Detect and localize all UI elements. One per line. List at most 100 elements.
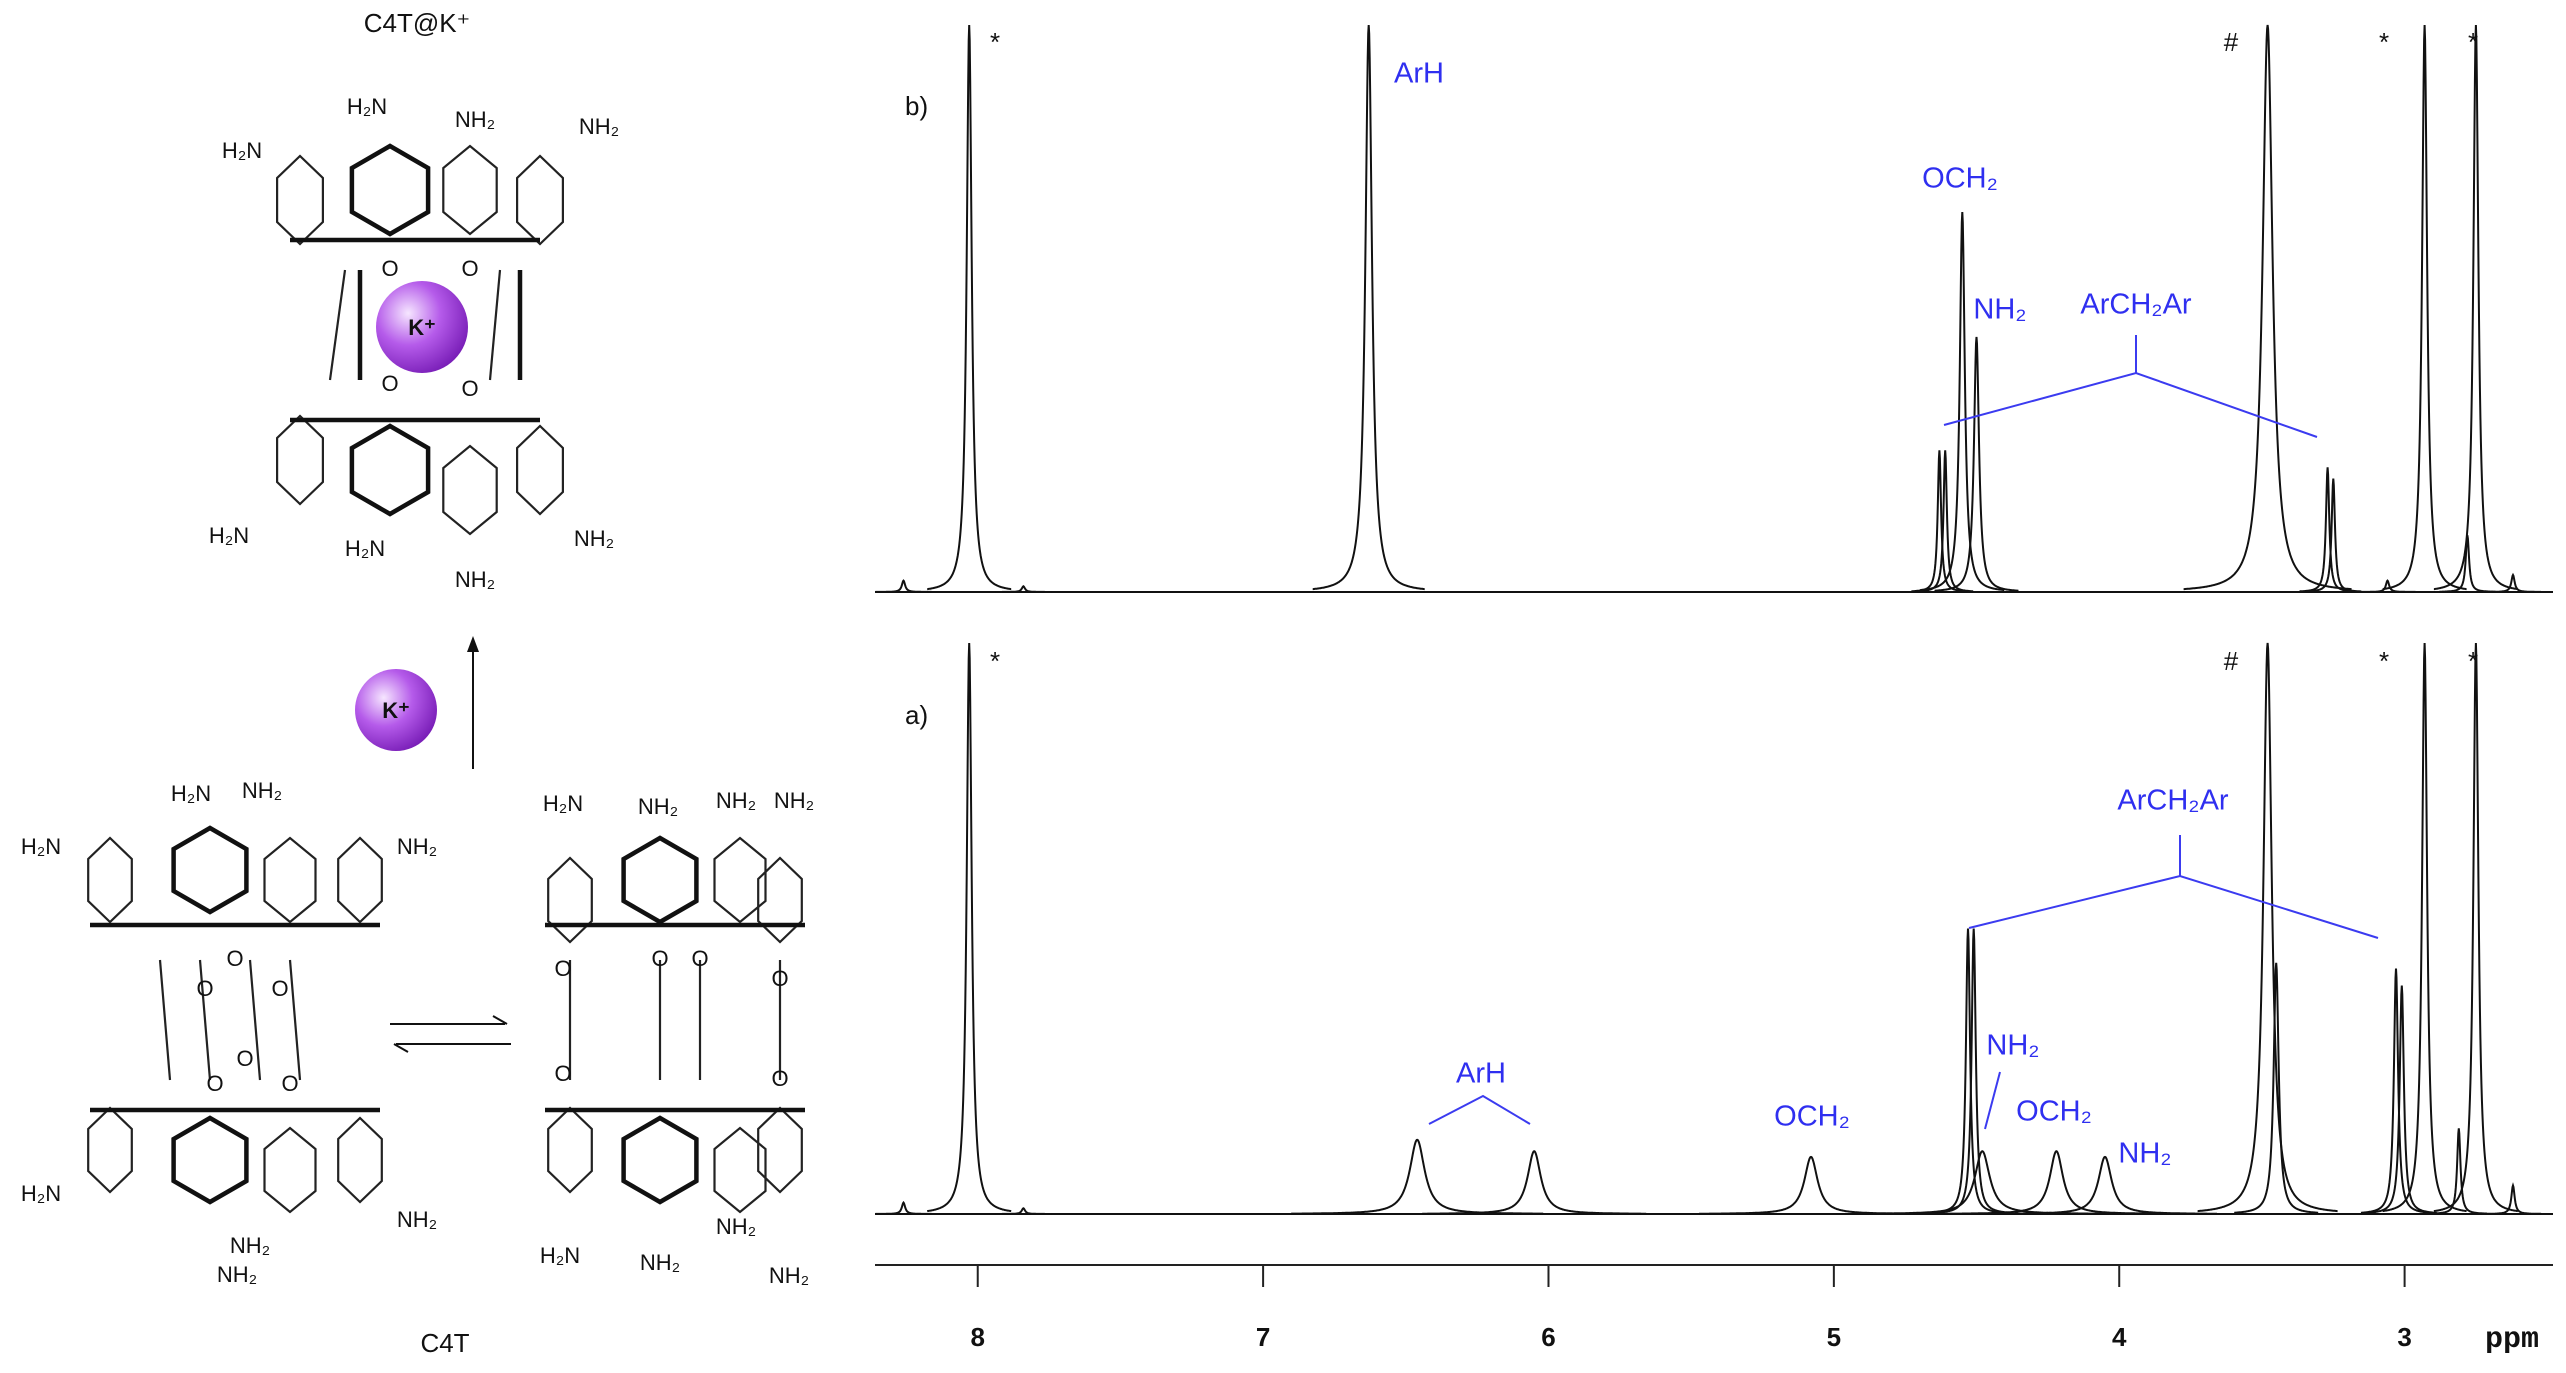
aromatic-ring xyxy=(442,444,498,536)
aromatic-ring xyxy=(263,1126,317,1214)
atom-label: O xyxy=(771,966,788,991)
aromatic-ring xyxy=(349,423,431,517)
peak-annotation: NH₂ xyxy=(1986,1030,2039,1062)
peak xyxy=(2299,467,2356,593)
nmr-spectra: b) * ArH # * * OCH₂ NH₂ ArCH₂Ar a) * # * * ArH OCH₂ NH₂ O… xyxy=(875,24,2553,1357)
atom-label: H₂N xyxy=(209,523,249,548)
x-tick-label: 7 xyxy=(1256,1322,1270,1352)
bond xyxy=(248,959,262,1081)
peak xyxy=(2433,24,2518,591)
atom-label: NH₂ xyxy=(455,107,495,132)
aromatic-ring xyxy=(621,835,699,925)
bond xyxy=(328,269,347,381)
peak xyxy=(2430,1128,2487,1215)
atom-label: NH₂ xyxy=(579,114,619,139)
atom-label: NH₂ xyxy=(242,778,282,803)
bond xyxy=(288,959,302,1081)
peak-annotation: ArH xyxy=(1394,58,1444,90)
x-tick-label: 6 xyxy=(1541,1322,1555,1352)
peak xyxy=(2234,962,2319,1214)
atom-label: O xyxy=(281,1071,298,1096)
peak xyxy=(2360,968,2432,1214)
peak xyxy=(2382,642,2467,1213)
atom-label: O xyxy=(271,976,288,1001)
peak-annotation: * xyxy=(2379,27,2389,57)
peak xyxy=(2484,1182,2542,1215)
peak-annotation: # xyxy=(2224,27,2239,57)
peak xyxy=(995,1207,1052,1215)
atom-label: NH₂ xyxy=(774,788,814,813)
aromatic-ring xyxy=(276,414,324,506)
peak xyxy=(1917,450,1974,593)
atom-label: O xyxy=(236,1046,253,1071)
aromatic-ring xyxy=(547,856,593,944)
peak xyxy=(1920,212,2005,592)
peak xyxy=(2305,478,2362,593)
atom-label: NH₂ xyxy=(716,1214,756,1239)
atom-label: O xyxy=(691,946,708,971)
atom-label: O xyxy=(651,946,668,971)
peak xyxy=(1422,1150,1647,1215)
peak xyxy=(2366,985,2437,1214)
aromatic-ring xyxy=(263,836,317,924)
atom-label: O xyxy=(554,956,571,981)
atom-label: NH₂ xyxy=(769,1263,809,1288)
peak xyxy=(1699,1155,1923,1215)
structure-caption: C4T xyxy=(420,1328,469,1358)
arrow-head xyxy=(467,636,479,652)
aromatic-ring xyxy=(349,143,431,237)
aromatic-ring xyxy=(757,856,803,944)
peak xyxy=(1934,336,2019,592)
aromatic-ring xyxy=(547,1106,593,1194)
peak-annotation: ArH xyxy=(1456,1058,1506,1090)
arrow-head xyxy=(393,1043,409,1053)
atom-label: H₂N xyxy=(21,1181,61,1206)
assignment-bracket xyxy=(1943,371,2318,438)
atom-label: NH₂ xyxy=(455,567,495,592)
aromatic-ring xyxy=(713,836,767,924)
atom-label: H₂N xyxy=(222,138,262,163)
atom-label: NH₂ xyxy=(574,526,614,551)
assignment-bracket xyxy=(1968,874,2379,939)
aromatic-ring xyxy=(757,1106,803,1194)
k-ion-sphere xyxy=(355,669,437,751)
peak xyxy=(1993,1155,2217,1215)
atom-label: O xyxy=(554,1061,571,1086)
peak xyxy=(875,579,932,593)
atom-label: O xyxy=(381,256,398,281)
peak xyxy=(1312,24,1425,591)
ion-label: K⁺ xyxy=(408,315,436,340)
atom-label: H₂N xyxy=(540,1243,580,1268)
peak xyxy=(2359,579,2416,593)
peak xyxy=(927,24,1012,591)
atom-label: NH₂ xyxy=(397,834,437,859)
atom-label: O xyxy=(206,1071,223,1096)
aromatic-ring xyxy=(337,1116,383,1204)
x-tick-label: 3 xyxy=(2397,1322,2411,1352)
atom-label: NH₂ xyxy=(640,1250,680,1275)
arrow-head xyxy=(492,1015,508,1025)
atom-label: O xyxy=(196,976,213,1001)
ion-label: K⁺ xyxy=(382,698,410,723)
peak-annotation: * xyxy=(2379,646,2389,676)
peak-annotation: ArCH₂Ar xyxy=(2117,785,2228,817)
peak-annotation: * xyxy=(2468,27,2478,57)
k-ion-sphere xyxy=(376,281,468,373)
peak xyxy=(2382,24,2467,591)
peak xyxy=(1944,1150,2169,1215)
aromatic-ring xyxy=(713,1126,767,1214)
peak-annotation: OCH₂ xyxy=(1922,163,1998,195)
peak-annotation: # xyxy=(2224,646,2239,676)
atom-label: O xyxy=(381,371,398,396)
aromatic-ring xyxy=(442,144,498,236)
bond xyxy=(488,269,502,381)
peak-annotation: OCH₂ xyxy=(1774,1101,1850,1133)
atom-label: O xyxy=(461,256,478,281)
atom-label: NH₂ xyxy=(397,1207,437,1232)
atom-label: H₂N xyxy=(345,536,385,561)
peak xyxy=(995,585,1052,593)
atom-label: H₂N xyxy=(21,834,61,859)
peak xyxy=(2433,642,2519,1213)
